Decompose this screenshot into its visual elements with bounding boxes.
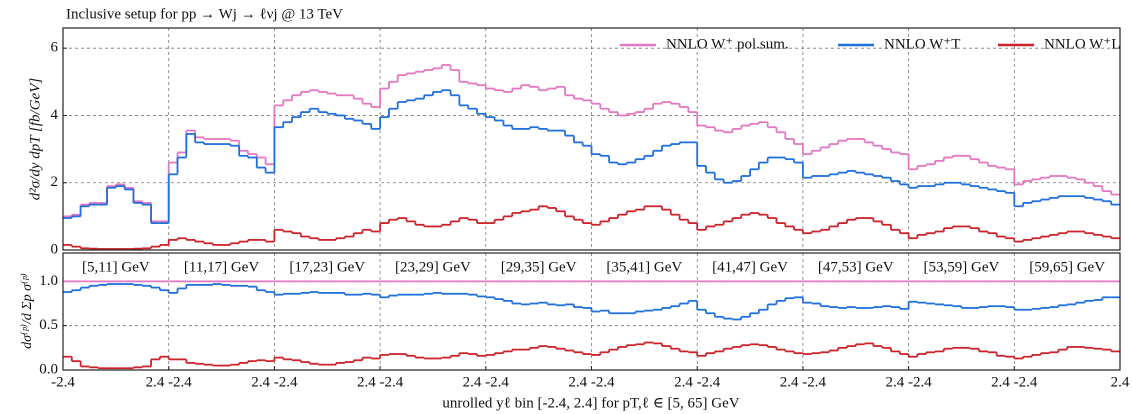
bin-annotation: [59,65] GeV (1029, 259, 1105, 275)
bin-annotation: [47,53] GeV (818, 259, 894, 275)
bin-annotation: [41,47] GeV (712, 259, 788, 275)
y-tick-label: 1.0 (39, 273, 58, 289)
x-tick-label: 2.4 -2.4 (885, 374, 932, 390)
y-tick-label: 0 (51, 241, 59, 257)
bin-annotation: [11,17] GeV (184, 259, 259, 275)
step-riser (70, 90, 1113, 224)
y-tick-label: 0.5 (39, 317, 58, 333)
x-tick-label: -2.4 (51, 374, 75, 390)
y-axis-label: d²σ/dy dpT [fb/GeV] (27, 78, 43, 201)
y-tick-label: 0.0 (39, 361, 58, 377)
step-riser (70, 342, 1113, 369)
legend-label: NNLO W⁺T (884, 36, 960, 52)
x-tick-label: 2.4 -2.4 (568, 374, 615, 390)
x-tick-label: 2.4 -2.4 (146, 374, 193, 390)
bin-annotation: [29,35] GeV (501, 259, 577, 275)
x-axis-label: unrolled yℓ bin [-2.4, 2.4] for pT,ℓ ∈ [… (442, 395, 739, 411)
plot-frame (62, 252, 1121, 371)
x-tick-label: 2.4 -2.4 (991, 374, 1038, 390)
chart-title: Inclusive setup for pp → Wj → ℓνj @ 13 T… (66, 6, 343, 22)
step-riser (70, 206, 1113, 249)
x-tick-label: 2.4 -2.4 (357, 374, 404, 390)
legend-label: NNLO W⁺ pol.sum. (666, 36, 789, 52)
bin-annotation: [53,59] GeV (924, 259, 1000, 275)
x-tick-label: 2.4 (1111, 374, 1130, 390)
bin-annotation: [35,41] GeV (606, 259, 682, 275)
y-tick-label: 2 (51, 174, 59, 190)
y-tick-label: 6 (51, 40, 59, 56)
plot-frame (62, 27, 1121, 251)
bin-annotation: [5,11] GeV (82, 259, 150, 275)
y-tick-label: 4 (51, 107, 59, 123)
x-tick-label: 2.4 -2.4 (780, 374, 827, 390)
y-axis-label: dσ⁽ᵖ⁾/d Σp σ⁽ᵖ⁾ (20, 273, 35, 349)
bin-annotation: [23,29] GeV (395, 259, 471, 275)
legend-label: NNLO W⁺L (1044, 36, 1120, 52)
x-tick-label: 2.4 -2.4 (674, 374, 721, 390)
x-tick-label: 2.4 -2.4 (463, 374, 510, 390)
x-tick-label: 2.4 -2.4 (251, 374, 298, 390)
bin-annotation: [17,23] GeV (289, 259, 365, 275)
